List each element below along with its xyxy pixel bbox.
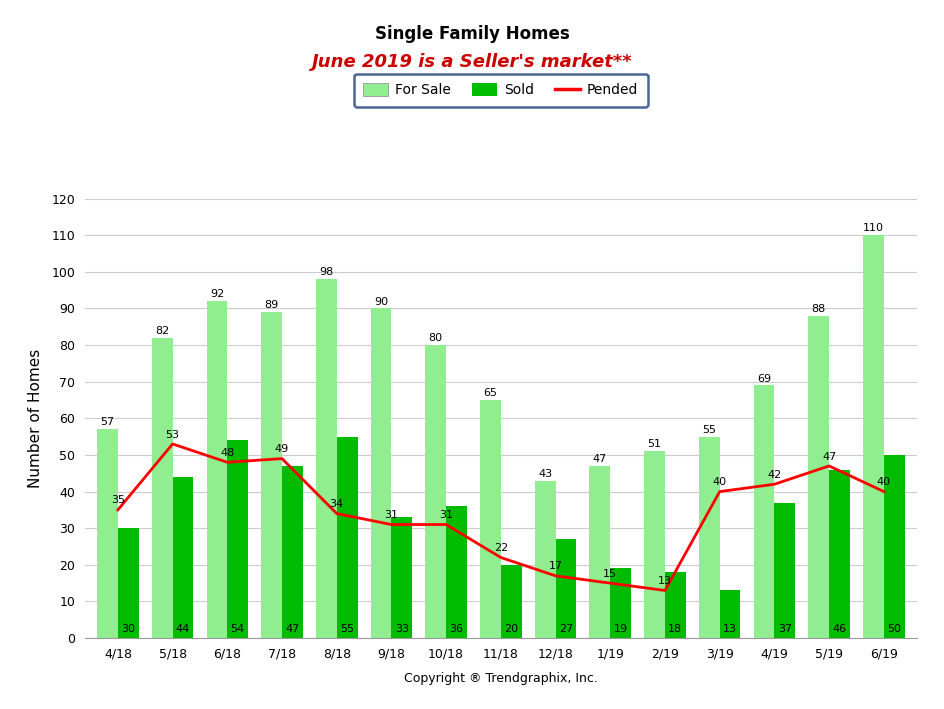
Text: 30: 30: [121, 625, 135, 635]
Bar: [391, 518, 412, 638]
Bar: [828, 469, 849, 638]
Text: 46: 46: [832, 625, 846, 635]
Text: 36: 36: [449, 625, 464, 635]
Text: 88: 88: [811, 304, 825, 314]
Text: 43: 43: [537, 469, 551, 479]
Text: 19: 19: [613, 625, 627, 635]
Bar: [773, 503, 794, 638]
Text: 33: 33: [395, 625, 409, 635]
Text: 35: 35: [110, 496, 125, 506]
Text: 55: 55: [340, 625, 354, 635]
Y-axis label: Number of Homes: Number of Homes: [28, 349, 43, 488]
Legend: For Sale, Sold, Pended: For Sale, Sold, Pended: [353, 74, 648, 107]
Text: 55: 55: [701, 425, 716, 435]
Bar: [336, 437, 357, 638]
Bar: [480, 400, 500, 638]
Bar: [589, 466, 610, 638]
Bar: [261, 312, 281, 638]
Text: 31: 31: [384, 510, 398, 520]
X-axis label: Copyright ® Trendgraphix, Inc.: Copyright ® Trendgraphix, Inc.: [403, 672, 598, 685]
Text: 69: 69: [756, 374, 770, 384]
Bar: [207, 301, 228, 638]
Text: 42: 42: [767, 470, 781, 480]
Text: 90: 90: [374, 296, 388, 306]
Bar: [118, 528, 139, 638]
Text: 22: 22: [493, 543, 508, 553]
Bar: [425, 345, 446, 638]
Text: 82: 82: [155, 326, 169, 336]
Bar: [97, 430, 118, 638]
Bar: [370, 308, 391, 638]
Bar: [446, 506, 466, 638]
Text: 110: 110: [862, 223, 883, 233]
Text: 89: 89: [264, 300, 278, 311]
Text: 50: 50: [886, 625, 901, 635]
Bar: [862, 235, 883, 638]
Text: 51: 51: [647, 440, 661, 450]
Text: 65: 65: [483, 388, 497, 398]
Text: 20: 20: [504, 625, 517, 635]
Text: 53: 53: [165, 430, 179, 440]
Bar: [173, 477, 194, 638]
Bar: [152, 337, 173, 638]
Bar: [807, 316, 828, 638]
Text: 40: 40: [876, 477, 890, 487]
Text: 31: 31: [439, 510, 453, 520]
Text: 47: 47: [592, 454, 606, 464]
Bar: [665, 572, 685, 638]
Text: 17: 17: [548, 562, 562, 571]
Text: 57: 57: [100, 418, 114, 428]
Text: 18: 18: [667, 625, 682, 635]
Text: 48: 48: [220, 448, 234, 458]
Text: 47: 47: [821, 452, 835, 462]
Text: 49: 49: [275, 445, 289, 454]
Bar: [315, 279, 336, 638]
Bar: [555, 539, 576, 638]
Text: 80: 80: [429, 333, 443, 343]
Bar: [719, 591, 740, 638]
Bar: [610, 569, 631, 638]
Text: 98: 98: [319, 267, 333, 277]
Bar: [752, 386, 773, 638]
Text: 54: 54: [230, 625, 244, 635]
Bar: [228, 440, 248, 638]
Text: 27: 27: [558, 625, 572, 635]
Bar: [500, 565, 521, 638]
Text: 47: 47: [285, 625, 299, 635]
Text: 37: 37: [777, 625, 791, 635]
Text: 92: 92: [210, 289, 224, 299]
Text: Single Family Homes: Single Family Homes: [375, 25, 569, 43]
Bar: [883, 455, 903, 638]
Bar: [281, 466, 302, 638]
Bar: [534, 481, 555, 638]
Text: 44: 44: [176, 625, 190, 635]
Bar: [699, 437, 719, 638]
Text: 40: 40: [712, 477, 726, 487]
Text: 34: 34: [329, 499, 344, 509]
Text: 13: 13: [722, 625, 736, 635]
Text: 13: 13: [657, 576, 671, 586]
Text: June 2019 is a Seller's market**: June 2019 is a Seller's market**: [312, 53, 632, 71]
Text: 15: 15: [602, 569, 616, 579]
Bar: [644, 452, 665, 638]
